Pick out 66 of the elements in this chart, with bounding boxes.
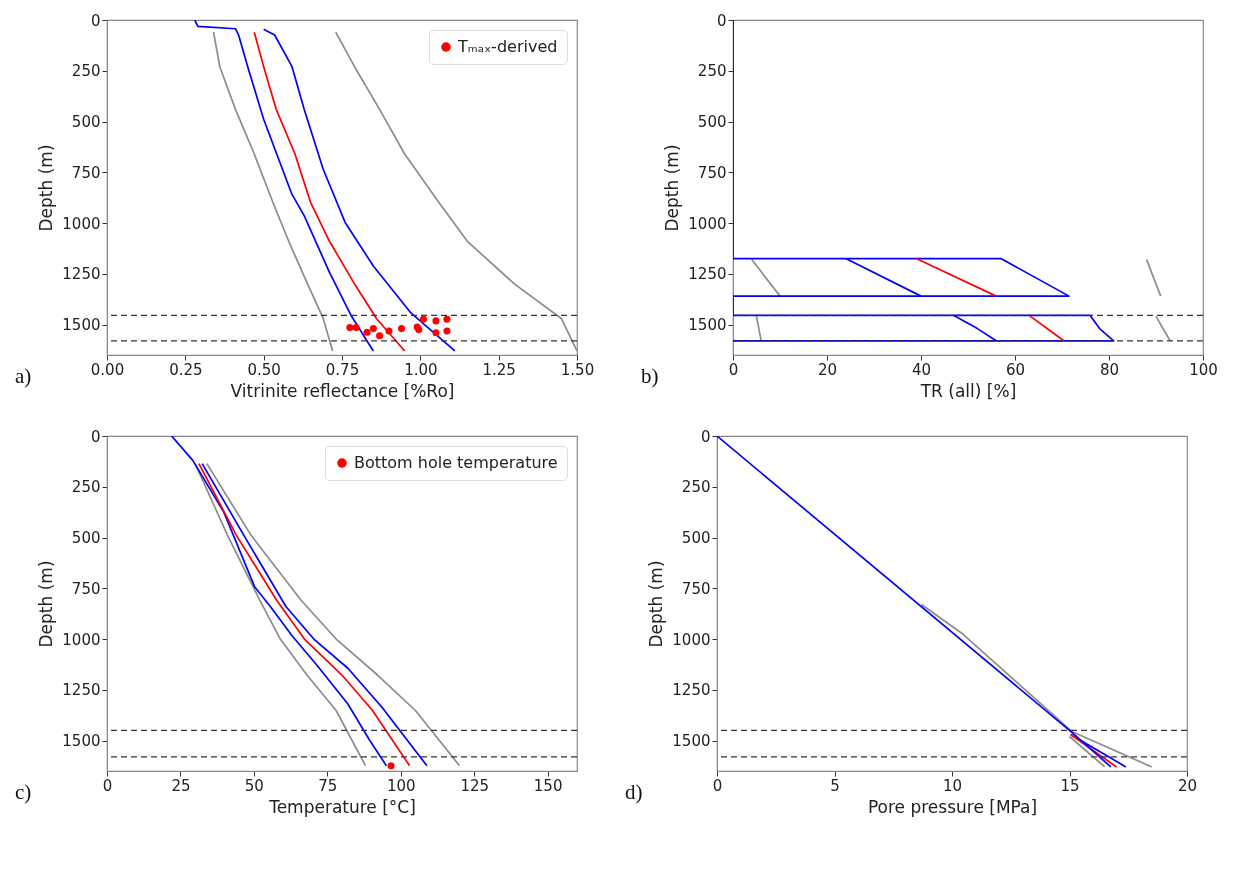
y-tick-label: 1000 <box>62 630 101 649</box>
y-tick-label: 1000 <box>62 214 101 233</box>
legend-label: Bottom hole temperature <box>354 453 558 472</box>
y-tick-label: 1250 <box>672 681 711 700</box>
x-tick-label: 15 <box>1060 776 1080 795</box>
y-tick-label: 750 <box>697 163 727 182</box>
x-tick-label: 125 <box>460 776 490 795</box>
x-tick-label: 100 <box>386 776 416 795</box>
y-tick-label: 1000 <box>672 630 711 649</box>
y-axis-title: Depth (m) <box>646 560 667 648</box>
y-tick-label: 1500 <box>62 732 101 751</box>
x-tick-label: 1.25 <box>482 360 516 379</box>
x-tick-label: 0.25 <box>169 360 203 379</box>
y-tick-label: 1250 <box>62 265 101 284</box>
y-tick-label: 500 <box>697 113 727 132</box>
y-tick-label: 500 <box>681 529 711 548</box>
y-tick-label: 250 <box>681 478 711 497</box>
x-tick-label: 5 <box>830 776 840 795</box>
y-tick-label: 0 <box>90 427 101 446</box>
x-tick-label: 20 <box>1177 776 1198 795</box>
x-tick-label: 50 <box>244 776 264 795</box>
x-tick-label: 10 <box>942 776 963 795</box>
y-tick-label: 1500 <box>62 316 101 335</box>
x-axis-title: Pore pressure [MPa] <box>867 796 1038 817</box>
x-tick-label: 0.50 <box>247 360 281 379</box>
y-tick-label: 250 <box>71 478 101 497</box>
y-tick-label: 500 <box>71 113 101 132</box>
y-axis-title: Depth (m) <box>36 144 57 232</box>
text: c) <box>15 780 32 804</box>
y-tick-label: 0 <box>90 11 101 30</box>
x-tick-label: 25 <box>171 776 191 795</box>
x-tick-label: 20 <box>817 360 838 379</box>
y-tick-label: 500 <box>71 529 101 548</box>
y-tick-label: 0 <box>716 11 727 30</box>
x-axis-title: Vitrinite reflectance [%Ro] <box>230 380 455 401</box>
x-tick-label: 75 <box>318 776 338 795</box>
y-tick-label: 1500 <box>672 732 711 751</box>
x-tick-label: 0 <box>102 776 113 795</box>
y-tick-label: 1250 <box>688 265 727 284</box>
y-tick-label: 750 <box>71 163 101 182</box>
y-tick-label: 1000 <box>688 214 727 233</box>
x-tick-label: 40 <box>911 360 932 379</box>
x-tick-label: 60 <box>1005 360 1026 379</box>
x-tick-label: 0.75 <box>325 360 360 379</box>
x-tick-label: 0 <box>728 360 739 379</box>
x-tick-label: 0.00 <box>90 360 125 379</box>
y-axis-title: Depth (m) <box>36 560 57 648</box>
x-tick-label: 1.00 <box>404 360 438 379</box>
x-tick-label: 150 <box>533 776 563 795</box>
y-tick-label: 250 <box>71 62 101 81</box>
y-tick-label: 750 <box>71 579 101 598</box>
x-tick-label: 1.50 <box>560 360 595 379</box>
x-axis-title: Temperature [°C] <box>268 796 416 817</box>
x-tick-label: 80 <box>1099 360 1120 379</box>
y-tick-label: 1250 <box>62 681 101 700</box>
x-tick-label: 100 <box>1189 360 1218 379</box>
y-axis-title: Depth (m) <box>662 144 683 232</box>
text: d) <box>625 780 643 804</box>
text: a) <box>15 364 32 388</box>
y-tick-label: 750 <box>681 579 711 598</box>
y-tick-label: 250 <box>697 62 727 81</box>
y-tick-label: 0 <box>700 427 711 446</box>
legend-label: Tₘₐₓ-derived <box>457 37 558 56</box>
x-axis-title: TR (all) [%] <box>919 380 1017 401</box>
y-tick-label: 1500 <box>688 316 727 335</box>
text: b) <box>641 364 659 388</box>
